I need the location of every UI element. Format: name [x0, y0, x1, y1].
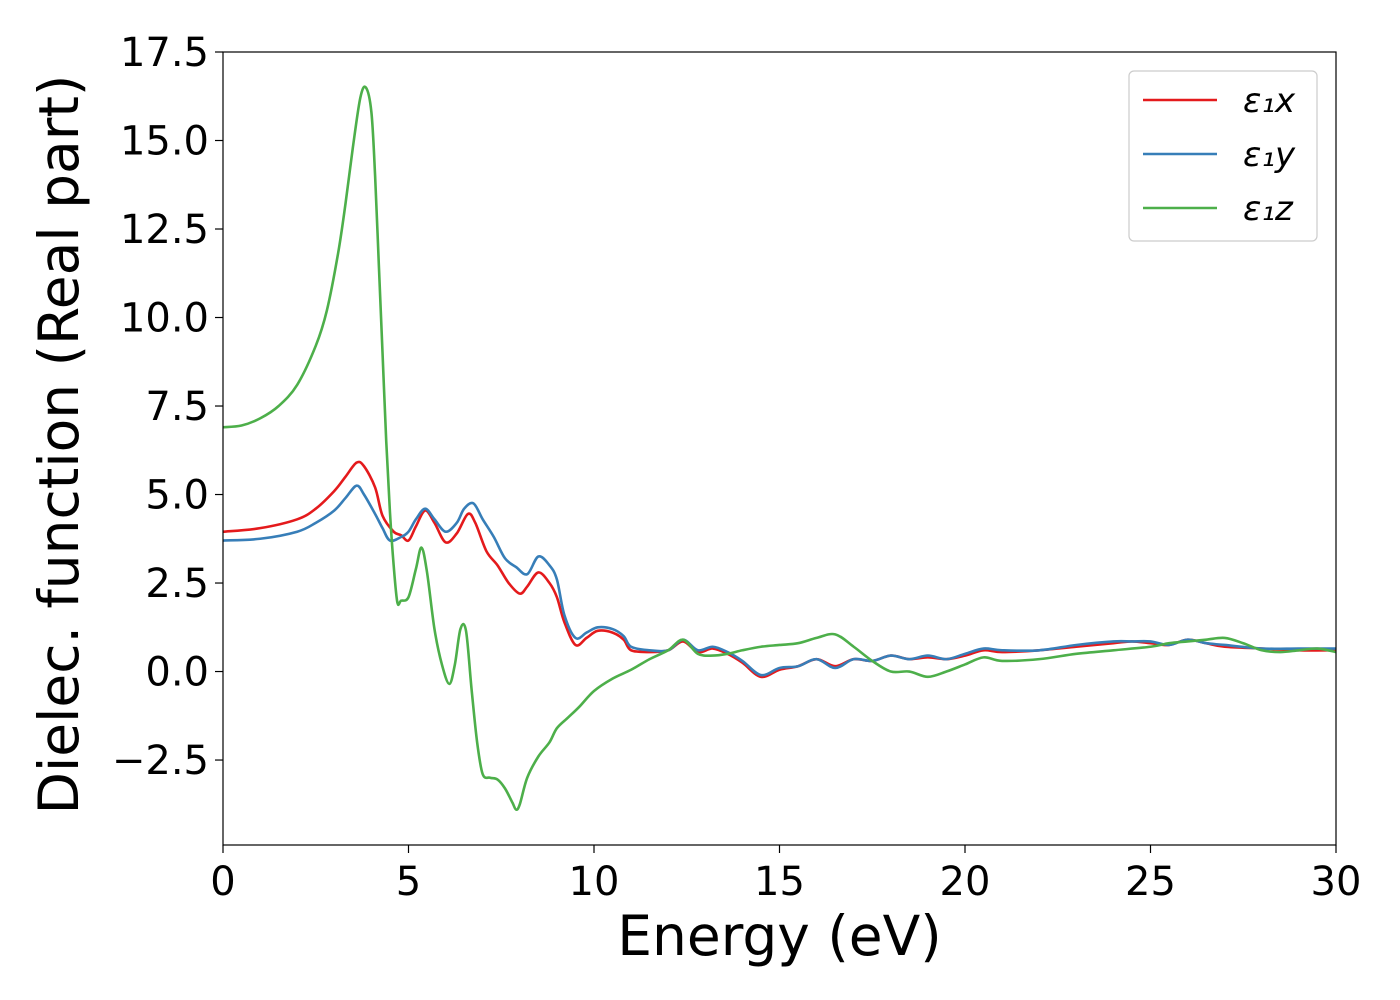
- legend: ε₁x ε₁y ε₁z: [1128, 70, 1318, 242]
- x-tick-label: 15: [754, 859, 805, 905]
- x-tick-label: 30: [1311, 859, 1362, 905]
- x-tick-label: 0: [210, 859, 235, 905]
- y-axis: −2.5 0.0 2.5 5.0 7.5 10.0 12.5 15.0 17.5: [112, 30, 223, 784]
- x-axis: 0 5 10 15 20 25 30: [210, 845, 1361, 905]
- x-tick-label: 5: [396, 859, 421, 905]
- series-line-e1y: [223, 484, 1336, 677]
- x-tick-label: 10: [569, 859, 620, 905]
- x-axis-label: Energy (eV): [617, 904, 941, 968]
- legend-label: ε₁x: [1243, 81, 1296, 121]
- y-tick-label: −2.5: [112, 738, 209, 784]
- y-tick-label: 10.0: [120, 296, 209, 342]
- legend-label: ε₁z: [1243, 189, 1294, 229]
- y-tick-label: 0.0: [145, 650, 209, 696]
- plot-area: [223, 85, 1336, 811]
- legend-box: [1128, 70, 1318, 242]
- y-tick-label: 7.5: [145, 384, 209, 430]
- y-axis-label: Dielec. function (Real part): [27, 75, 91, 815]
- series-line-e1z: [223, 85, 1336, 811]
- y-tick-label: 12.5: [120, 207, 209, 253]
- y-tick-label: 2.5: [145, 561, 209, 607]
- legend-label: ε₁y: [1243, 135, 1296, 175]
- x-tick-label: 20: [940, 859, 991, 905]
- y-tick-label: 17.5: [120, 30, 209, 76]
- x-tick-label: 25: [1125, 859, 1176, 905]
- y-tick-label: 5.0: [145, 473, 209, 519]
- y-tick-label: 15.0: [120, 119, 209, 165]
